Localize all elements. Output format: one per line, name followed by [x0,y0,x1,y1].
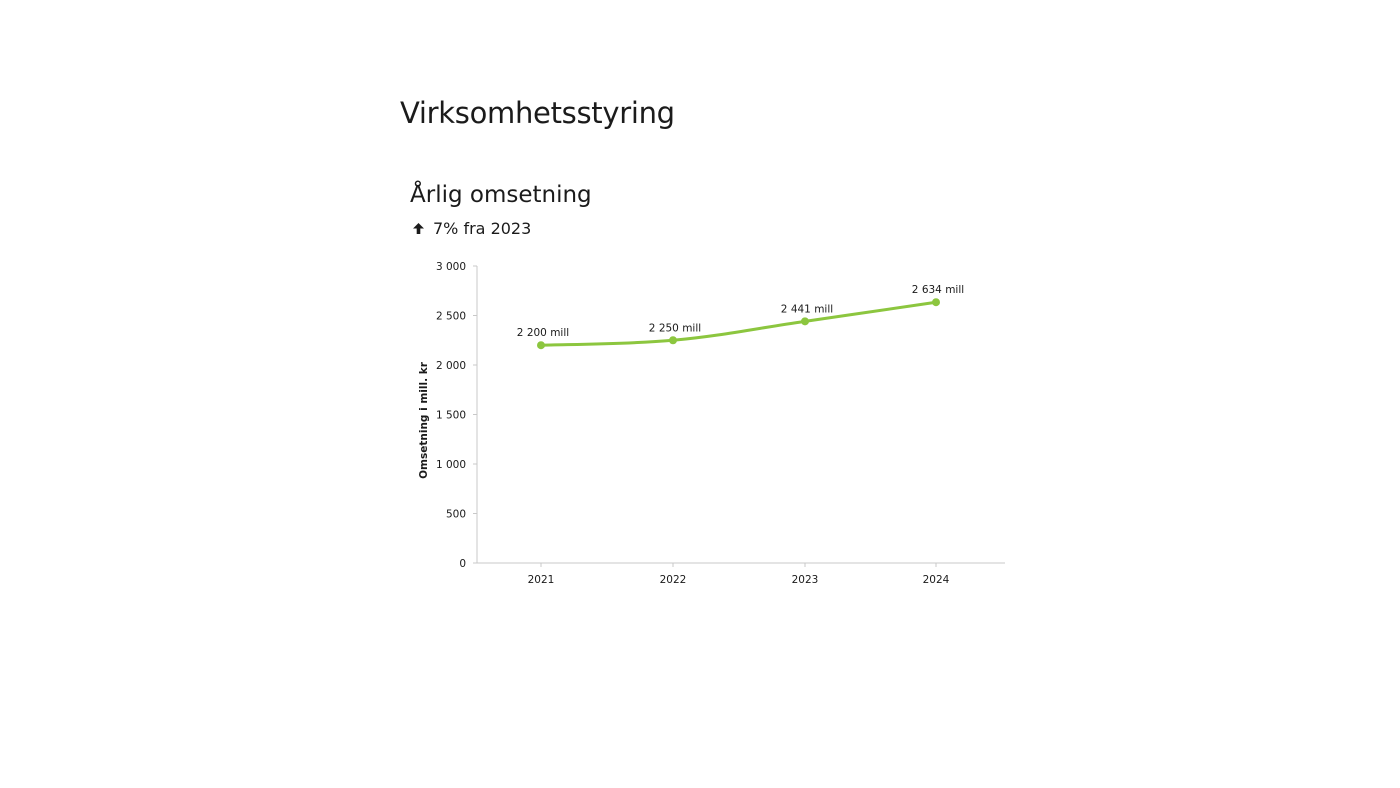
data-point [669,336,677,345]
chart-title: Årlig omsetning [410,182,592,208]
series-line [539,300,938,347]
y-tick-label: 500 [446,509,466,521]
data-label: 2 441 mill [781,303,833,315]
y-tick-label: 2 500 [436,311,466,323]
trend-indicator: 7% fra 2023 [412,219,531,238]
y-tick-label: 2 000 [436,360,466,372]
y-axis-title: Omsetning i mill. kr [418,361,430,479]
data-point [801,317,809,326]
y-tick-label: 1 500 [436,410,466,422]
data-point [537,341,545,350]
x-tick-label: 2023 [792,574,819,586]
y-tick-label: 3 000 [436,261,466,273]
x-tick-label: 2024 [923,574,950,586]
x-tick-label: 2022 [660,574,687,586]
y-tick-label: 0 [459,558,466,570]
arrow-up-icon [412,222,425,235]
trend-text: 7% fra 2023 [433,219,532,238]
x-tick-label: 2021 [528,574,555,586]
page-title: Virksomhetsstyring [400,96,675,130]
data-point [932,298,940,307]
data-label: 2 634 mill [912,284,964,296]
data-label: 2 200 mill [517,327,569,339]
data-label: 2 250 mill [649,322,701,334]
y-tick-label: 1 000 [436,459,466,471]
